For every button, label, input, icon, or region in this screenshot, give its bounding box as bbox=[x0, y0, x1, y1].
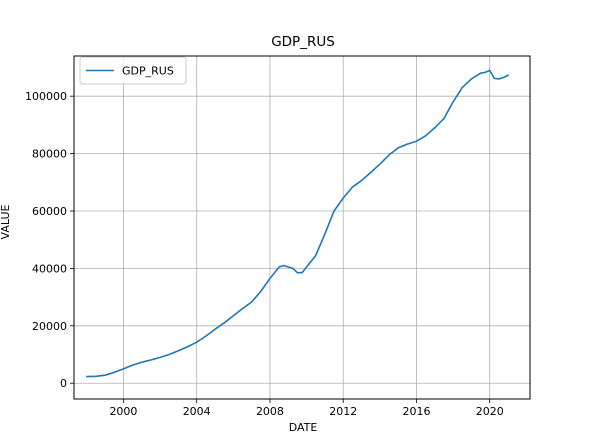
y-axis: 0 20000 40000 60000 80000 100000 bbox=[25, 90, 74, 390]
series-layer bbox=[86, 69, 509, 378]
y-tick-label: 40000 bbox=[32, 262, 67, 275]
x-tick-label: 2008 bbox=[256, 405, 284, 418]
y-tick-label: 80000 bbox=[32, 148, 67, 161]
x-axis-title: DATE bbox=[289, 421, 318, 434]
legend-label: GDP_RUS bbox=[122, 65, 174, 78]
series-line-0 bbox=[86, 69, 509, 378]
legend-box bbox=[79, 56, 187, 85]
legend: GDP_RUS bbox=[79, 56, 187, 85]
x-tick-label: 2000 bbox=[109, 405, 137, 418]
x-axis: 2000 2004 2008 2012 2016 2020 bbox=[109, 399, 504, 418]
y-tick-label: 100000 bbox=[25, 90, 67, 103]
x-tick-label: 2020 bbox=[476, 405, 504, 418]
grid bbox=[74, 56, 530, 399]
x-tick-label: 2016 bbox=[402, 405, 430, 418]
y-tick-label: 20000 bbox=[32, 320, 67, 333]
y-axis-title: VALUE bbox=[0, 204, 12, 239]
x-tick-label: 2004 bbox=[183, 405, 211, 418]
y-tick-label: 60000 bbox=[32, 205, 67, 218]
y-tick-label: 0 bbox=[60, 377, 67, 390]
chart-title: GDP_RUS bbox=[271, 34, 335, 50]
plot-frame bbox=[73, 55, 531, 400]
x-tick-label: 2012 bbox=[329, 405, 357, 418]
